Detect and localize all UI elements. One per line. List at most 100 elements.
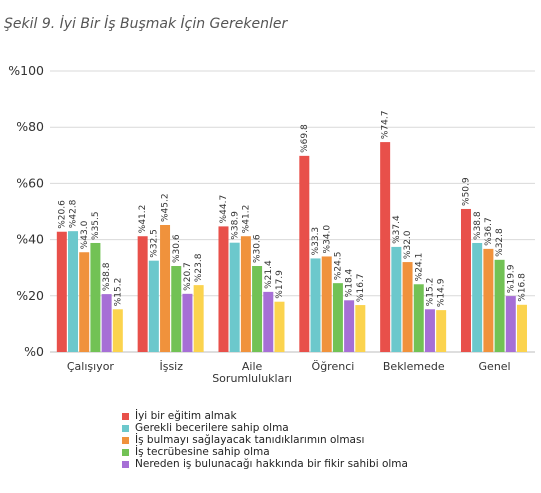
bar [148,260,159,352]
bar [402,262,413,352]
data-label: %15.2 [426,278,436,307]
data-label: %38.8 [473,211,483,240]
bar [193,285,204,352]
y-tick-label: %60 [16,175,44,190]
data-label: %32.5 [149,229,159,258]
bar [505,296,516,352]
bar [321,256,332,352]
bar [344,300,355,352]
data-label: %15.2 [113,278,123,307]
legend-label: Gerekli becerilere sahip olma [135,422,289,434]
data-label: %32.0 [403,230,413,259]
x-tick-label: Çalışıyor [67,360,115,373]
bar [240,236,251,352]
data-label: %42.8 [69,199,79,228]
y-tick-label: %80 [16,119,44,134]
data-label: %19.9 [506,264,516,293]
bar [355,305,366,352]
bar [171,266,182,352]
bar [494,259,505,352]
data-label: %14.9 [437,278,447,307]
data-label: %36.7 [484,217,494,246]
bar [436,310,447,352]
data-label: %18.4 [345,268,355,297]
legend-label: İyi bir eğitim almak [135,410,237,422]
y-tick-label: %0 [24,344,44,359]
chart-legend: İyi bir eğitim almak Gerekli becerilere s… [122,410,408,470]
legend-swatch [122,424,129,432]
data-label: %38.9 [230,211,240,240]
bar [460,208,471,352]
bar [472,242,483,352]
legend-label: Nereden iş bulunacağı hakkında bir fikir… [135,458,408,470]
data-label: %41.2 [138,205,148,234]
bar [516,304,527,352]
figure-title: Şekil 9. İyi Bir İş Buşmak İçin Gerekenl… [4,16,288,32]
data-label: %33.3 [311,227,321,256]
bar [252,266,263,352]
bar [263,291,274,352]
legend-swatch [122,412,129,420]
bar [182,293,193,352]
bar [79,252,90,352]
x-tick-label: Beklemede [383,360,445,373]
bar [101,294,112,352]
data-label: %74.7 [381,110,391,139]
data-label: %24.5 [334,252,344,281]
data-label: %35.5 [91,211,101,240]
bar [137,236,148,352]
bar [483,248,494,352]
data-label: %30.6 [172,234,182,263]
data-label: %24.1 [414,253,424,282]
data-label: %20.6 [57,200,67,229]
bar [56,231,67,352]
data-label: %23.8 [194,253,204,282]
data-label: %41.2 [241,205,251,234]
data-label: %34.0 [322,225,332,254]
bar [332,283,343,352]
data-label: %21.4 [264,260,274,289]
bar [112,309,123,352]
bar [274,301,285,352]
legend-item: İş bulmayı sağlayacak tanıdıklarımın olm… [122,434,408,446]
bar [218,226,229,352]
legend-item: İyi bir eğitim almak [122,410,408,422]
legend-swatch [122,448,129,456]
bar [380,142,391,352]
data-label: %16.7 [356,273,366,302]
data-label: %37.4 [392,215,402,244]
data-label: %17.9 [275,270,285,299]
data-label: %38.8 [102,262,112,291]
data-label: %16.8 [518,273,528,302]
x-tick-label: Genel [479,360,511,373]
data-label: %43.0 [80,220,90,249]
x-tick-label: Aile [242,360,263,373]
legend-item: Gerekli becerilere sahip olma [122,422,408,434]
legend-swatch [122,436,129,444]
legend-swatch [122,460,129,468]
data-label: %69.8 [300,124,310,153]
x-tick-label: Öğrenci [312,360,355,373]
data-label: %32.8 [495,228,505,257]
data-label: %20.7 [183,262,193,291]
bar [413,284,424,352]
y-tick-label: %100 [8,63,44,78]
bar [160,224,171,352]
legend-item: Nereden iş bulunacağı hakkında bir fikir… [122,458,408,470]
data-label: %45.2 [161,193,171,222]
y-tick-label: %40 [16,232,44,247]
bar [391,246,402,352]
legend-label: İş bulmayı sağlayacak tanıdıklarımın olm… [135,434,365,446]
bar [90,242,101,352]
bar [424,309,435,352]
data-label: %44.7 [219,195,229,224]
x-tick-label: Sorumlulukları [212,372,292,385]
bar [310,258,321,352]
data-label: %50.9 [462,177,472,206]
bar [229,242,240,352]
x-tick-label: İşsiz [159,360,183,373]
data-label: %30.6 [253,234,263,263]
bar [68,231,79,352]
legend-label: İş tecrübesine sahip olma [135,446,270,458]
